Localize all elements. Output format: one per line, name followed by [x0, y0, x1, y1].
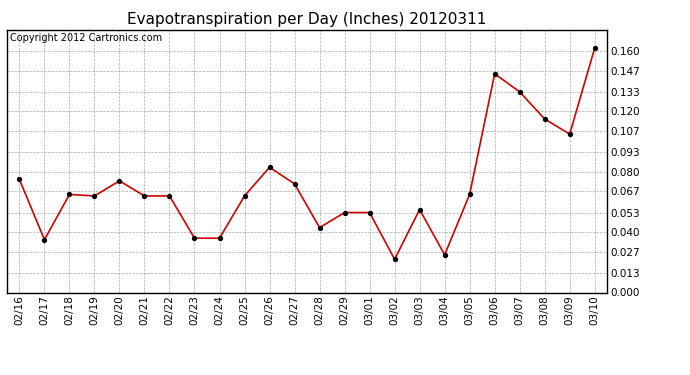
Title: Evapotranspiration per Day (Inches) 20120311: Evapotranspiration per Day (Inches) 2012… [128, 12, 486, 27]
Text: Copyright 2012 Cartronics.com: Copyright 2012 Cartronics.com [10, 33, 162, 43]
